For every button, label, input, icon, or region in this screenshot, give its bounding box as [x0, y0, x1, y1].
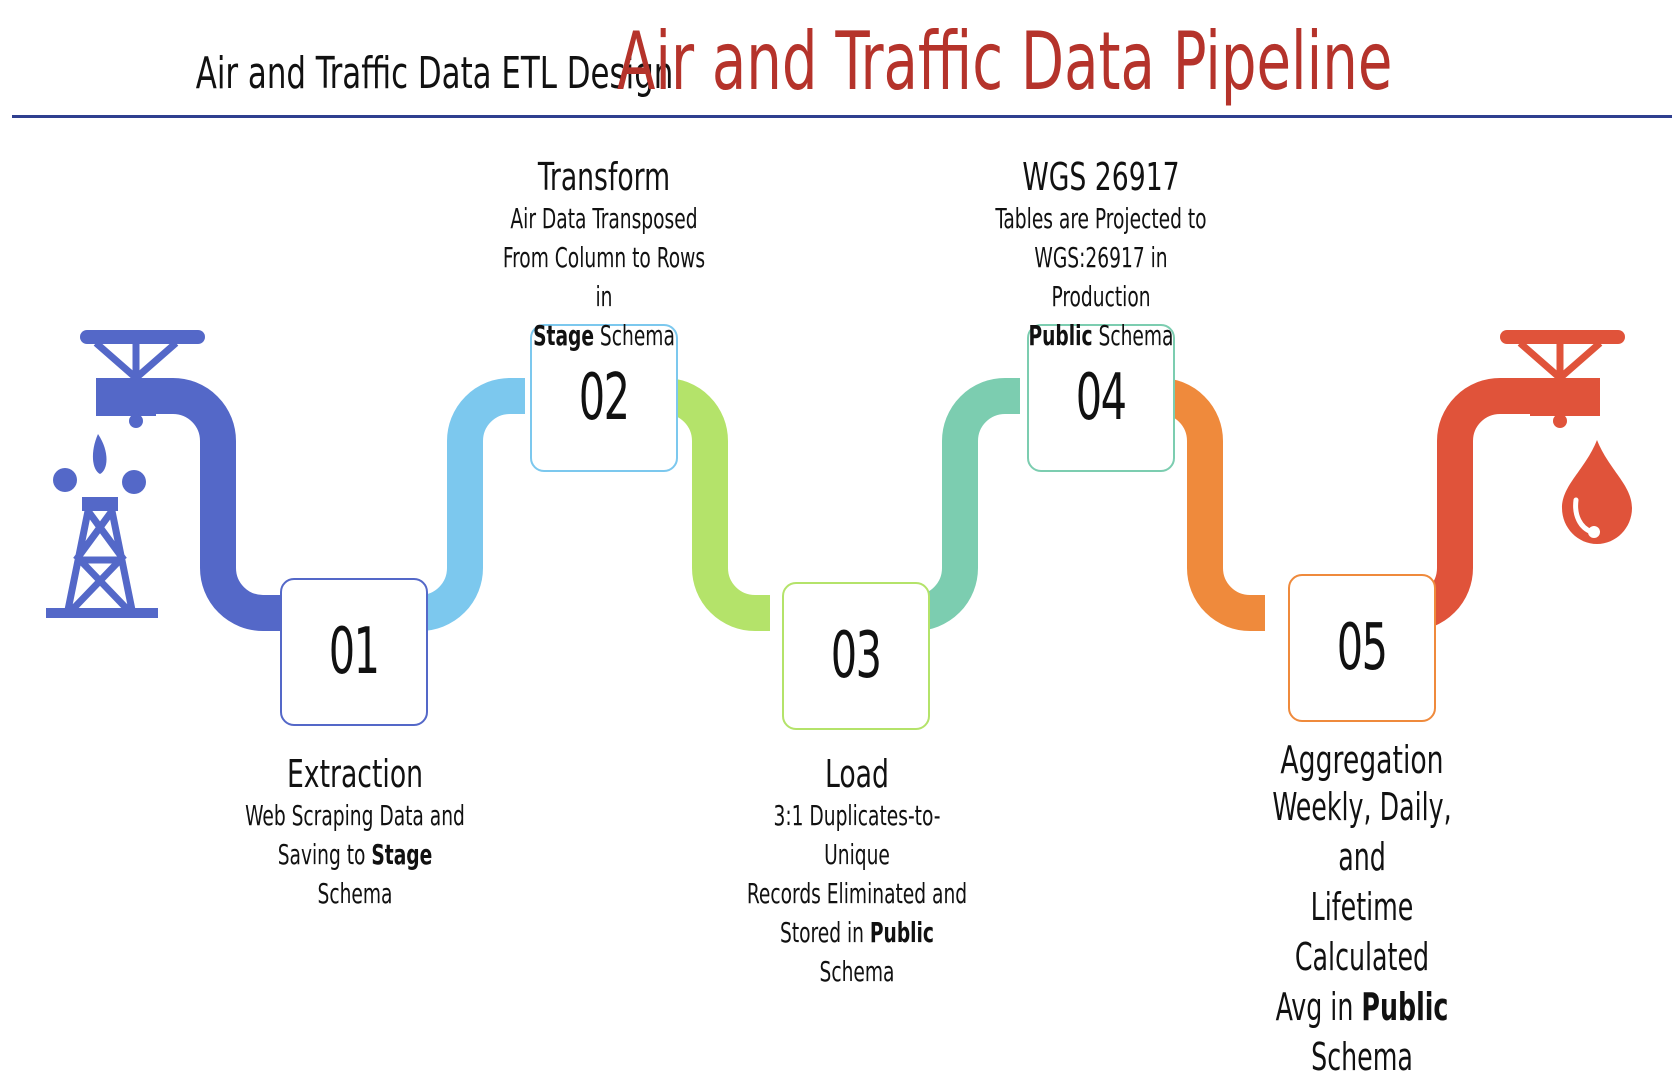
step-desc-line: 3:1 Duplicates-to-Unique [746, 796, 968, 874]
pipe-segment-5 [1158, 378, 1265, 631]
step-label-04: WGS 26917 Tables are Projected to WGS:269… [951, 155, 1251, 355]
desc-text: Schema [1311, 1035, 1413, 1079]
step-desc-line: Stage Schema [493, 316, 715, 355]
step-desc-line: Air Data Transposed [493, 199, 715, 238]
desc-text: Air Data Transposed [510, 202, 698, 235]
step-number-04: 04 [1076, 361, 1127, 435]
desc-text: 3:1 Duplicates-to-Unique [773, 799, 941, 871]
step-number-01: 01 [329, 615, 380, 689]
title-row: Air and Traffic Data ETL Design Air and … [0, 6, 1672, 106]
step-desc-line: WGS:26917 in Production [990, 238, 1212, 316]
page-subtitle: Air and Traffic Data ETL Design [195, 48, 674, 99]
desc-text: Tables are Projected to [995, 202, 1207, 235]
step-desc-line: Records Eliminated and [746, 874, 968, 913]
desc-text: Stored in [779, 916, 870, 949]
step-title-01: Extraction [286, 752, 424, 796]
desc-text: Records Eliminated and [746, 877, 968, 910]
oil-derrick-icon [46, 434, 158, 618]
step-desc-line: Public Schema [990, 316, 1212, 355]
step-title-02: Transform [537, 155, 671, 199]
desc-text: Weekly, Daily, and [1272, 785, 1452, 879]
schema-name: Stage [371, 838, 433, 871]
desc-text: WGS:26917 in Production [1034, 241, 1168, 313]
desc-text: From Column to Rows in [502, 241, 706, 313]
step-title-03: Load [825, 752, 889, 796]
step-number-05: 05 [1337, 611, 1388, 685]
desc-text: Lifetime Calculated [1294, 885, 1430, 979]
pipeline-graphic [46, 330, 1632, 631]
step-label-02: Transform Air Data Transposed From Column… [454, 155, 754, 355]
pipe-segment-2 [418, 378, 525, 631]
pipe-segment-4 [913, 378, 1020, 631]
step-desc-line: Tables are Projected to [990, 199, 1212, 238]
droplet-icon [1562, 440, 1632, 544]
page-title: Air and Traffic Data Pipeline [617, 15, 1393, 108]
step-desc-line: Web Scraping Data and [244, 796, 466, 835]
right-tap-icon [1500, 330, 1625, 428]
step-desc-line: From Column to Rows in [493, 238, 715, 316]
title-divider [12, 115, 1672, 118]
step-desc-line: Lifetime Calculated [1251, 882, 1473, 982]
step-label-03: Load 3:1 Duplicates-to-Unique Records Eli… [707, 752, 1007, 991]
desc-text: Saving to [277, 838, 372, 871]
pipe-segment-1 [135, 378, 280, 631]
step-number-03: 03 [831, 619, 882, 693]
left-tap-icon [80, 330, 205, 428]
step-number-02: 02 [579, 361, 630, 435]
step-title-04: WGS 26917 [1022, 155, 1180, 199]
desc-text: Schema [317, 877, 393, 910]
schema-name: Public [869, 916, 934, 949]
step-label-01: Extraction Web Scraping Data and Saving t… [205, 752, 505, 913]
step-box-02: 02 [530, 324, 678, 472]
step-label-05: Aggregation Weekly, Daily, and Lifetime C… [1212, 738, 1512, 1082]
step-title-05: Aggregation [1280, 738, 1444, 782]
step-box-05: 05 [1288, 574, 1436, 722]
schema-name: Public [1361, 985, 1449, 1029]
desc-text: Web Scraping Data and [245, 799, 465, 832]
step-desc-line: Weekly, Daily, and [1251, 782, 1473, 882]
step-box-03: 03 [782, 582, 930, 730]
pipe-segment-3 [663, 378, 770, 631]
desc-text: Schema [1092, 319, 1174, 352]
schema-name: Public [1028, 319, 1093, 352]
step-box-04: 04 [1027, 324, 1175, 472]
schema-name: Stage [533, 319, 595, 352]
desc-text: Schema [819, 955, 895, 988]
step-box-01: 01 [280, 578, 428, 726]
desc-text: Avg in [1275, 985, 1362, 1029]
step-desc-line: Stored in Public Schema [746, 913, 968, 991]
step-desc-line: Saving to Stage Schema [244, 835, 466, 913]
step-desc-line: Avg in Public Schema [1251, 982, 1473, 1082]
desc-text: Schema [594, 319, 675, 352]
